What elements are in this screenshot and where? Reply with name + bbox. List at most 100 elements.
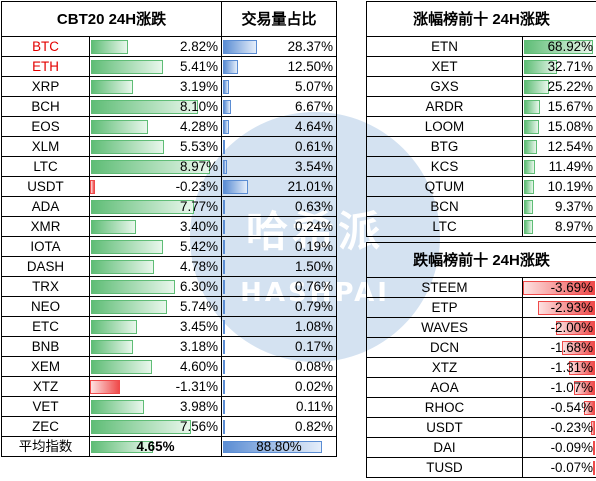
loser-change-cell: -0.54% [522, 397, 596, 418]
change-bar [91, 80, 134, 94]
volume-cell: 0.08% [221, 356, 338, 377]
coin-name: BNB [1, 336, 90, 357]
volume-cell: 12.50% [221, 56, 338, 77]
cbt20-row: ETH 5.41% 12.50% [1, 56, 338, 77]
volume-bar [223, 140, 226, 154]
gainer-change-cell: 32.71% [522, 56, 596, 77]
volume-cell: 0.79% [221, 296, 338, 317]
change-value: 7.56% [180, 419, 219, 434]
gainer-change-value: 11.49% [548, 159, 593, 174]
change-cell: 2.82% [88, 36, 223, 57]
coin-name: XRP [1, 76, 90, 97]
change-value: 5.74% [180, 299, 219, 314]
gainer-change-bar [524, 40, 593, 54]
volume-bar [223, 420, 226, 434]
change-bar [91, 400, 144, 414]
loser-row: WAVES -2.00% [366, 317, 596, 338]
change-bar [91, 300, 168, 314]
coin-name: DASH [1, 256, 90, 277]
coin-name: NEO [1, 296, 90, 317]
gainer-row: ETN 68.92% [366, 36, 596, 57]
gainer-change-cell: 10.19% [522, 176, 596, 197]
change-cell: 7.77% [88, 196, 223, 217]
change-bar [91, 360, 152, 374]
change-value: 5.42% [180, 239, 219, 254]
volume-share-header: 交易量占比 [221, 1, 338, 37]
change-value: 5.53% [180, 139, 219, 154]
change-cell: 5.41% [88, 56, 223, 77]
change-value: 5.41% [180, 59, 219, 74]
average-change-bar [91, 441, 153, 453]
volume-bar [223, 360, 226, 374]
coin-name: XMR [1, 216, 90, 237]
change-bar [91, 40, 129, 54]
change-cell: 3.98% [88, 396, 223, 417]
loser-change-cell: -3.69% [522, 277, 596, 298]
gainer-change-bar [524, 200, 534, 214]
change-cell: 4.60% [88, 356, 223, 377]
change-value: 3.19% [180, 79, 219, 94]
volume-value: 0.63% [295, 199, 334, 214]
gainer-change-value: 8.97% [555, 219, 593, 234]
gainer-coin-name: BTG [366, 136, 523, 157]
change-cell: 8.10% [88, 96, 223, 117]
gainer-change-bar [524, 160, 536, 174]
gainer-change-value: 10.19% [547, 179, 593, 194]
change-bar [91, 160, 210, 174]
volume-value: 12.50% [287, 59, 334, 74]
loser-change-bar [555, 321, 595, 335]
volume-cell: 0.61% [221, 136, 338, 157]
gainer-change-cell: 9.37% [522, 196, 596, 217]
loser-change-cell: -1.68% [522, 337, 596, 358]
volume-cell: 0.02% [221, 376, 338, 397]
loser-coin-name: DCN [366, 337, 523, 358]
gainer-change-value: 25.22% [547, 79, 593, 94]
gainer-change-cell: 8.97% [522, 216, 596, 237]
volume-bar [223, 380, 226, 394]
volume-bar [223, 40, 258, 54]
volume-bar [223, 60, 239, 74]
gainer-change-bar [524, 100, 540, 114]
gainer-change-value: 68.92% [547, 39, 593, 54]
loser-change-value: -2.93% [550, 300, 593, 315]
loser-change-bar [537, 301, 595, 315]
loser-coin-name: DAI [366, 437, 523, 458]
gainer-coin-name: ARDR [366, 96, 523, 117]
change-bar [91, 220, 137, 234]
change-cell: 5.74% [88, 296, 223, 317]
loser-change-bar [593, 461, 595, 475]
volume-bar [223, 320, 226, 334]
gainer-row: LOOM 15.08% [366, 116, 596, 137]
loser-coin-name: WAVES [366, 317, 523, 338]
volume-bar [223, 120, 229, 134]
volume-value: 3.54% [295, 159, 334, 174]
change-bar [91, 340, 134, 354]
gainer-row: ARDR 15.67% [366, 96, 596, 117]
volume-cell: 1.08% [221, 316, 338, 337]
volume-cell: 0.19% [221, 236, 338, 257]
cbt20-header: CBT20 24H涨跌 [0, 1, 223, 37]
volume-value: 0.08% [295, 359, 334, 374]
coin-name: BCH [1, 96, 90, 117]
gainer-coin-name: LOOM [366, 116, 523, 137]
gainer-row: KCS 11.49% [366, 156, 596, 177]
loser-row: ETP -2.93% [366, 297, 596, 318]
coin-name: TRX [1, 276, 90, 297]
change-cell: 3.40% [88, 216, 223, 237]
volume-bar [223, 200, 226, 214]
change-bar [91, 120, 148, 134]
loser-change-value: -0.54% [550, 400, 593, 415]
change-cell: 7.56% [88, 416, 223, 437]
change-cell: -1.31% [88, 376, 223, 397]
loser-change-bar [593, 441, 595, 455]
coin-name: XEM [1, 356, 90, 377]
cbt20-row: ADA 7.77% 0.63% [1, 196, 338, 217]
change-value: 8.10% [180, 99, 219, 114]
gainer-change-cell: 68.92% [522, 36, 596, 57]
gainer-change-cell: 12.54% [522, 136, 596, 157]
gainer-change-value: 32.71% [547, 59, 593, 74]
average-row: 平均指数 4.65% 88.80% [1, 436, 338, 457]
cbt20-row: XEM 4.60% 0.08% [1, 356, 338, 377]
change-value: 3.18% [180, 339, 219, 354]
volume-cell: 0.63% [221, 196, 338, 217]
